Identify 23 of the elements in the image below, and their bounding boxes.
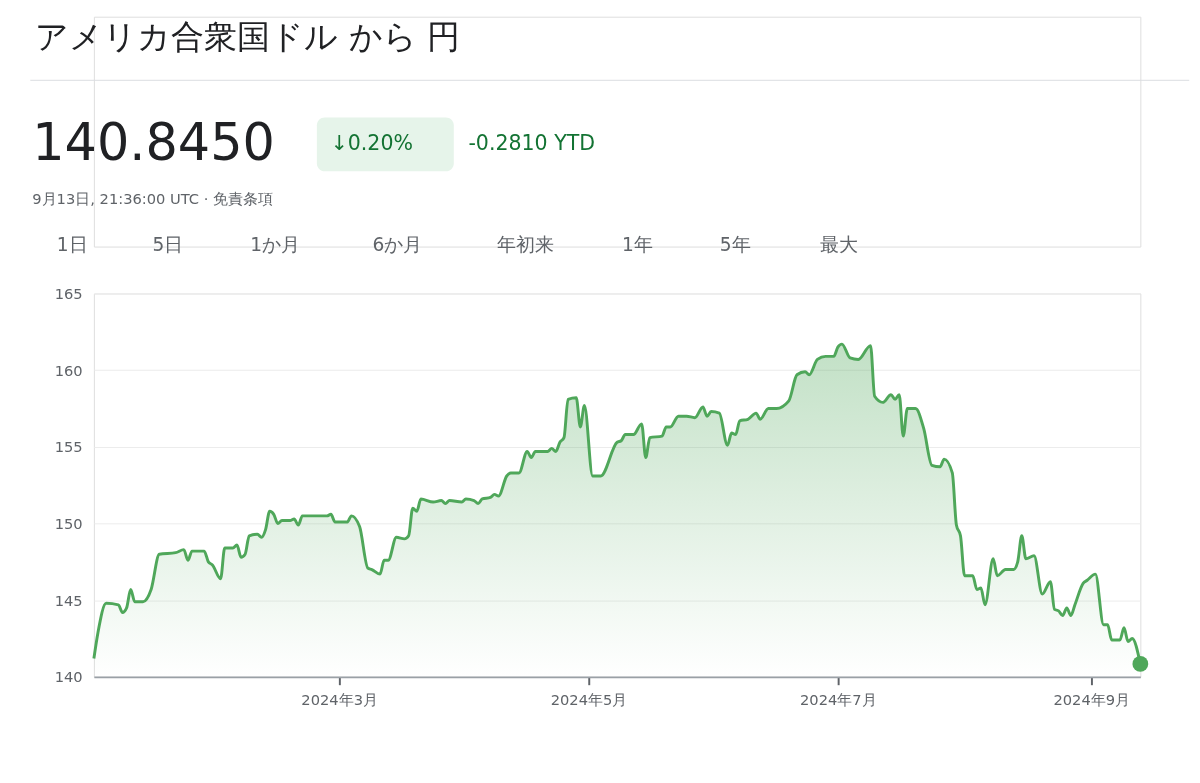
text: 9月13日, 21:36:00 UTC · 免責条項 xyxy=(32,189,274,207)
x-tick-label: 2024年5月 xyxy=(550,690,628,708)
text: 1日 xyxy=(56,234,88,256)
text: 年初来 xyxy=(496,234,554,256)
text: -0.2810 YTD xyxy=(468,130,596,155)
x-tick-label: 2024年7月 xyxy=(800,690,877,708)
text: 1か月 xyxy=(250,234,301,256)
text: 1年 xyxy=(622,234,653,256)
y-tick-label: 165 xyxy=(54,284,83,302)
chart-title: アメリカ合衆国ドル から 円 xyxy=(35,17,461,57)
text: ↓0.20% xyxy=(330,130,413,155)
y-tick-label: 155 xyxy=(54,438,83,456)
y-tick-label: 150 xyxy=(54,514,83,532)
text: 6か月 xyxy=(372,234,423,256)
y-tick-label: 145 xyxy=(54,591,83,609)
x-tick-label: 2024年9月 xyxy=(1053,690,1131,708)
x-tick-label: 2024年3月 xyxy=(301,690,378,708)
text: 5日 xyxy=(152,234,184,256)
y-tick-label: 140 xyxy=(54,668,83,686)
chart-subtitle: 140.8450 xyxy=(32,112,275,172)
text: 5年 xyxy=(719,234,751,256)
y-tick-label: 160 xyxy=(54,361,83,379)
text: 最大 xyxy=(819,234,858,256)
